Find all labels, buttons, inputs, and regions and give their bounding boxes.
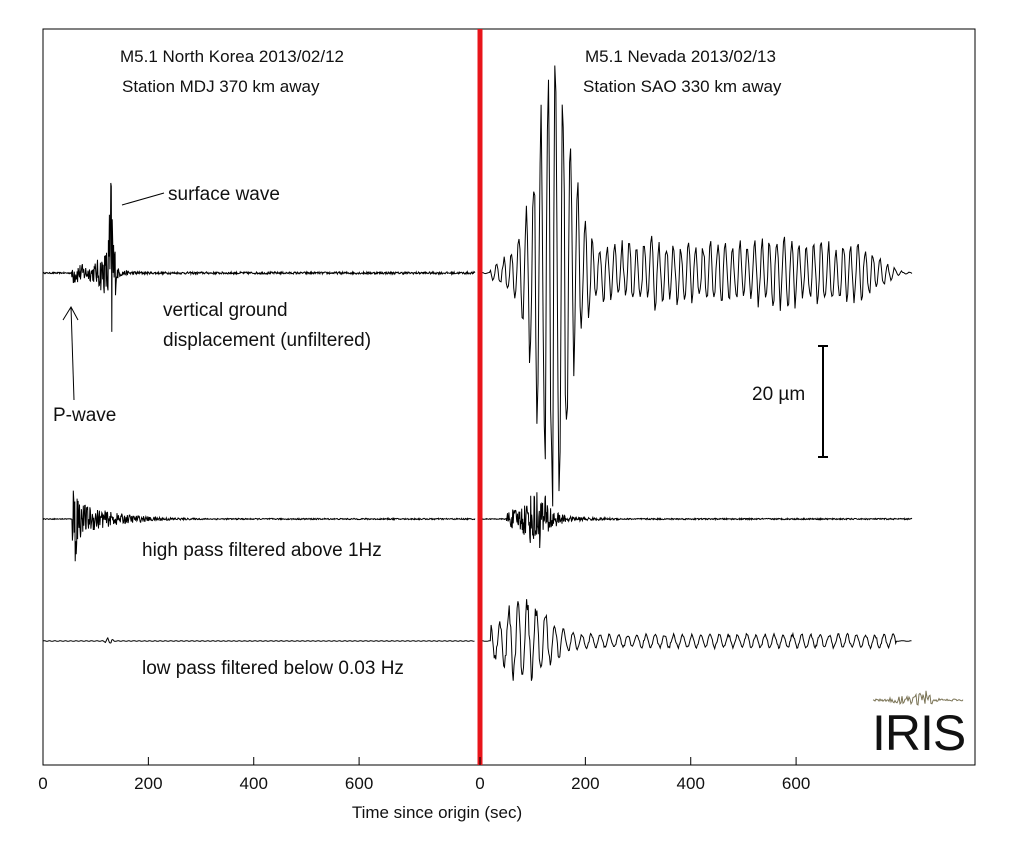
p-wave-arrow: [62, 305, 79, 401]
unfiltered-trace-label-line2: displacement (unfiltered): [163, 330, 371, 351]
iris-logo: IRIS: [872, 690, 966, 761]
scale-bar: [818, 345, 828, 458]
nevada-lowpass-trace: [479, 599, 912, 681]
nevada-x-tick-label: 200: [571, 774, 599, 793]
lowpass-trace-label: low pass filtered below 0.03 Hz: [142, 658, 404, 679]
north-korea-station-label: Station MDJ 370 km away: [122, 77, 320, 96]
north-korea-event-title: M5.1 North Korea 2013/02/12: [120, 47, 344, 66]
surface-wave-annotation: surface wave: [168, 184, 280, 205]
north-korea-highpass-trace: [43, 490, 476, 562]
highpass-trace-label: high pass filtered above 1Hz: [142, 540, 382, 561]
x-axis-left: 0 200 400 600: [38, 757, 373, 793]
nevada-event-title: M5.1 Nevada 2013/02/13: [585, 47, 776, 66]
north-korea-x-tick-label: 0: [38, 774, 47, 793]
seismic-traces: [42, 65, 913, 681]
iris-logo-seismogram-icon: [872, 690, 964, 706]
nevada-x-tick-label: 400: [677, 774, 705, 793]
nevada-x-tick-label: 0: [475, 774, 484, 793]
x-axis-right: 0 200 400 600: [475, 757, 810, 793]
p-wave-annotation: P-wave: [53, 405, 116, 426]
north-korea-lowpass-trace: [42, 636, 475, 644]
unfiltered-trace-label-line1: vertical ground: [163, 300, 288, 321]
nevada-x-tick-label: 600: [782, 774, 810, 793]
north-korea-x-tick-label: 200: [134, 774, 162, 793]
north-korea-unfiltered-trace: [42, 182, 476, 332]
iris-logo-text: IRIS: [872, 705, 965, 761]
surface-wave-pointer: [121, 192, 165, 206]
north-korea-x-tick-label: 400: [240, 774, 268, 793]
nevada-station-label: Station SAO 330 km away: [583, 77, 782, 96]
plot-frame: [42, 28, 976, 766]
scale-bar-label: 20 µm: [752, 384, 805, 405]
nevada-highpass-trace: [479, 492, 913, 549]
north-korea-x-tick-label: 600: [345, 774, 373, 793]
nevada-unfiltered-trace: [479, 65, 913, 507]
x-axis-label: Time since origin (sec): [352, 803, 522, 822]
